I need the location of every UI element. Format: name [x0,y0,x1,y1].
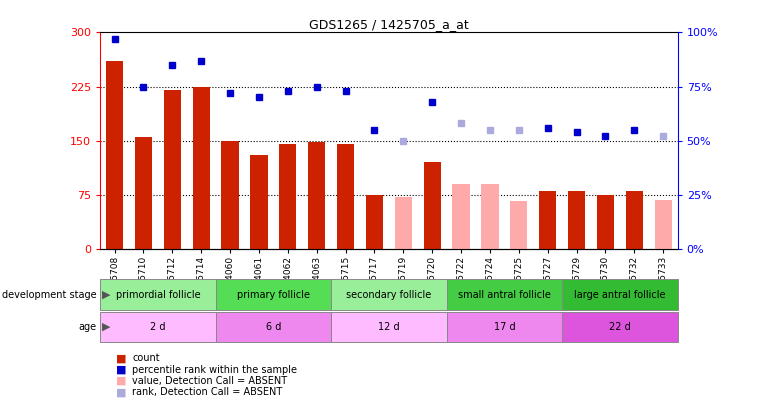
Bar [453,184,470,249]
Text: age: age [78,322,96,332]
Text: 2 d: 2 d [150,322,166,332]
Bar [568,191,585,249]
Bar [163,90,181,249]
Bar [216,312,331,342]
Text: ▶: ▶ [102,322,110,332]
Text: rank, Detection Call = ABSENT: rank, Detection Call = ABSENT [132,388,283,397]
Bar [481,184,499,249]
Title: GDS1265 / 1425705_a_at: GDS1265 / 1425705_a_at [309,18,469,31]
Text: ■: ■ [116,354,126,363]
Text: 12 d: 12 d [378,322,400,332]
Text: ■: ■ [116,388,126,397]
Bar [222,141,239,249]
Text: large antral follicle: large antral follicle [574,290,665,300]
Bar [192,87,209,249]
Text: 17 d: 17 d [494,322,515,332]
Text: value, Detection Call = ABSENT: value, Detection Call = ABSENT [132,376,287,386]
Bar [654,200,671,249]
Text: count: count [132,354,160,363]
Text: 22 d: 22 d [609,322,631,332]
Bar [100,279,216,310]
Text: 6 d: 6 d [266,322,281,332]
Bar [447,279,562,310]
Text: primordial follicle: primordial follicle [116,290,200,300]
Bar [597,195,614,249]
Bar [106,61,123,249]
Text: ▶: ▶ [102,290,110,300]
Text: development stage: development stage [2,290,96,300]
Bar [562,312,678,342]
Bar [562,279,678,310]
Bar [447,312,562,342]
Text: primary follicle: primary follicle [237,290,310,300]
Bar [331,312,447,342]
Bar [308,142,325,249]
Bar [250,155,268,249]
Text: ■: ■ [116,365,126,375]
Text: ■: ■ [116,376,126,386]
Bar [135,137,152,249]
Text: secondary follicle: secondary follicle [346,290,431,300]
Bar [539,191,556,249]
Bar [424,162,440,249]
Bar [366,195,383,249]
Bar [510,201,527,249]
Bar [216,279,331,310]
Bar [625,191,643,249]
Bar [100,312,216,342]
Bar [337,144,354,249]
Bar [394,197,412,249]
Text: small antral follicle: small antral follicle [458,290,551,300]
Text: percentile rank within the sample: percentile rank within the sample [132,365,297,375]
Bar [279,144,296,249]
Bar [331,279,447,310]
